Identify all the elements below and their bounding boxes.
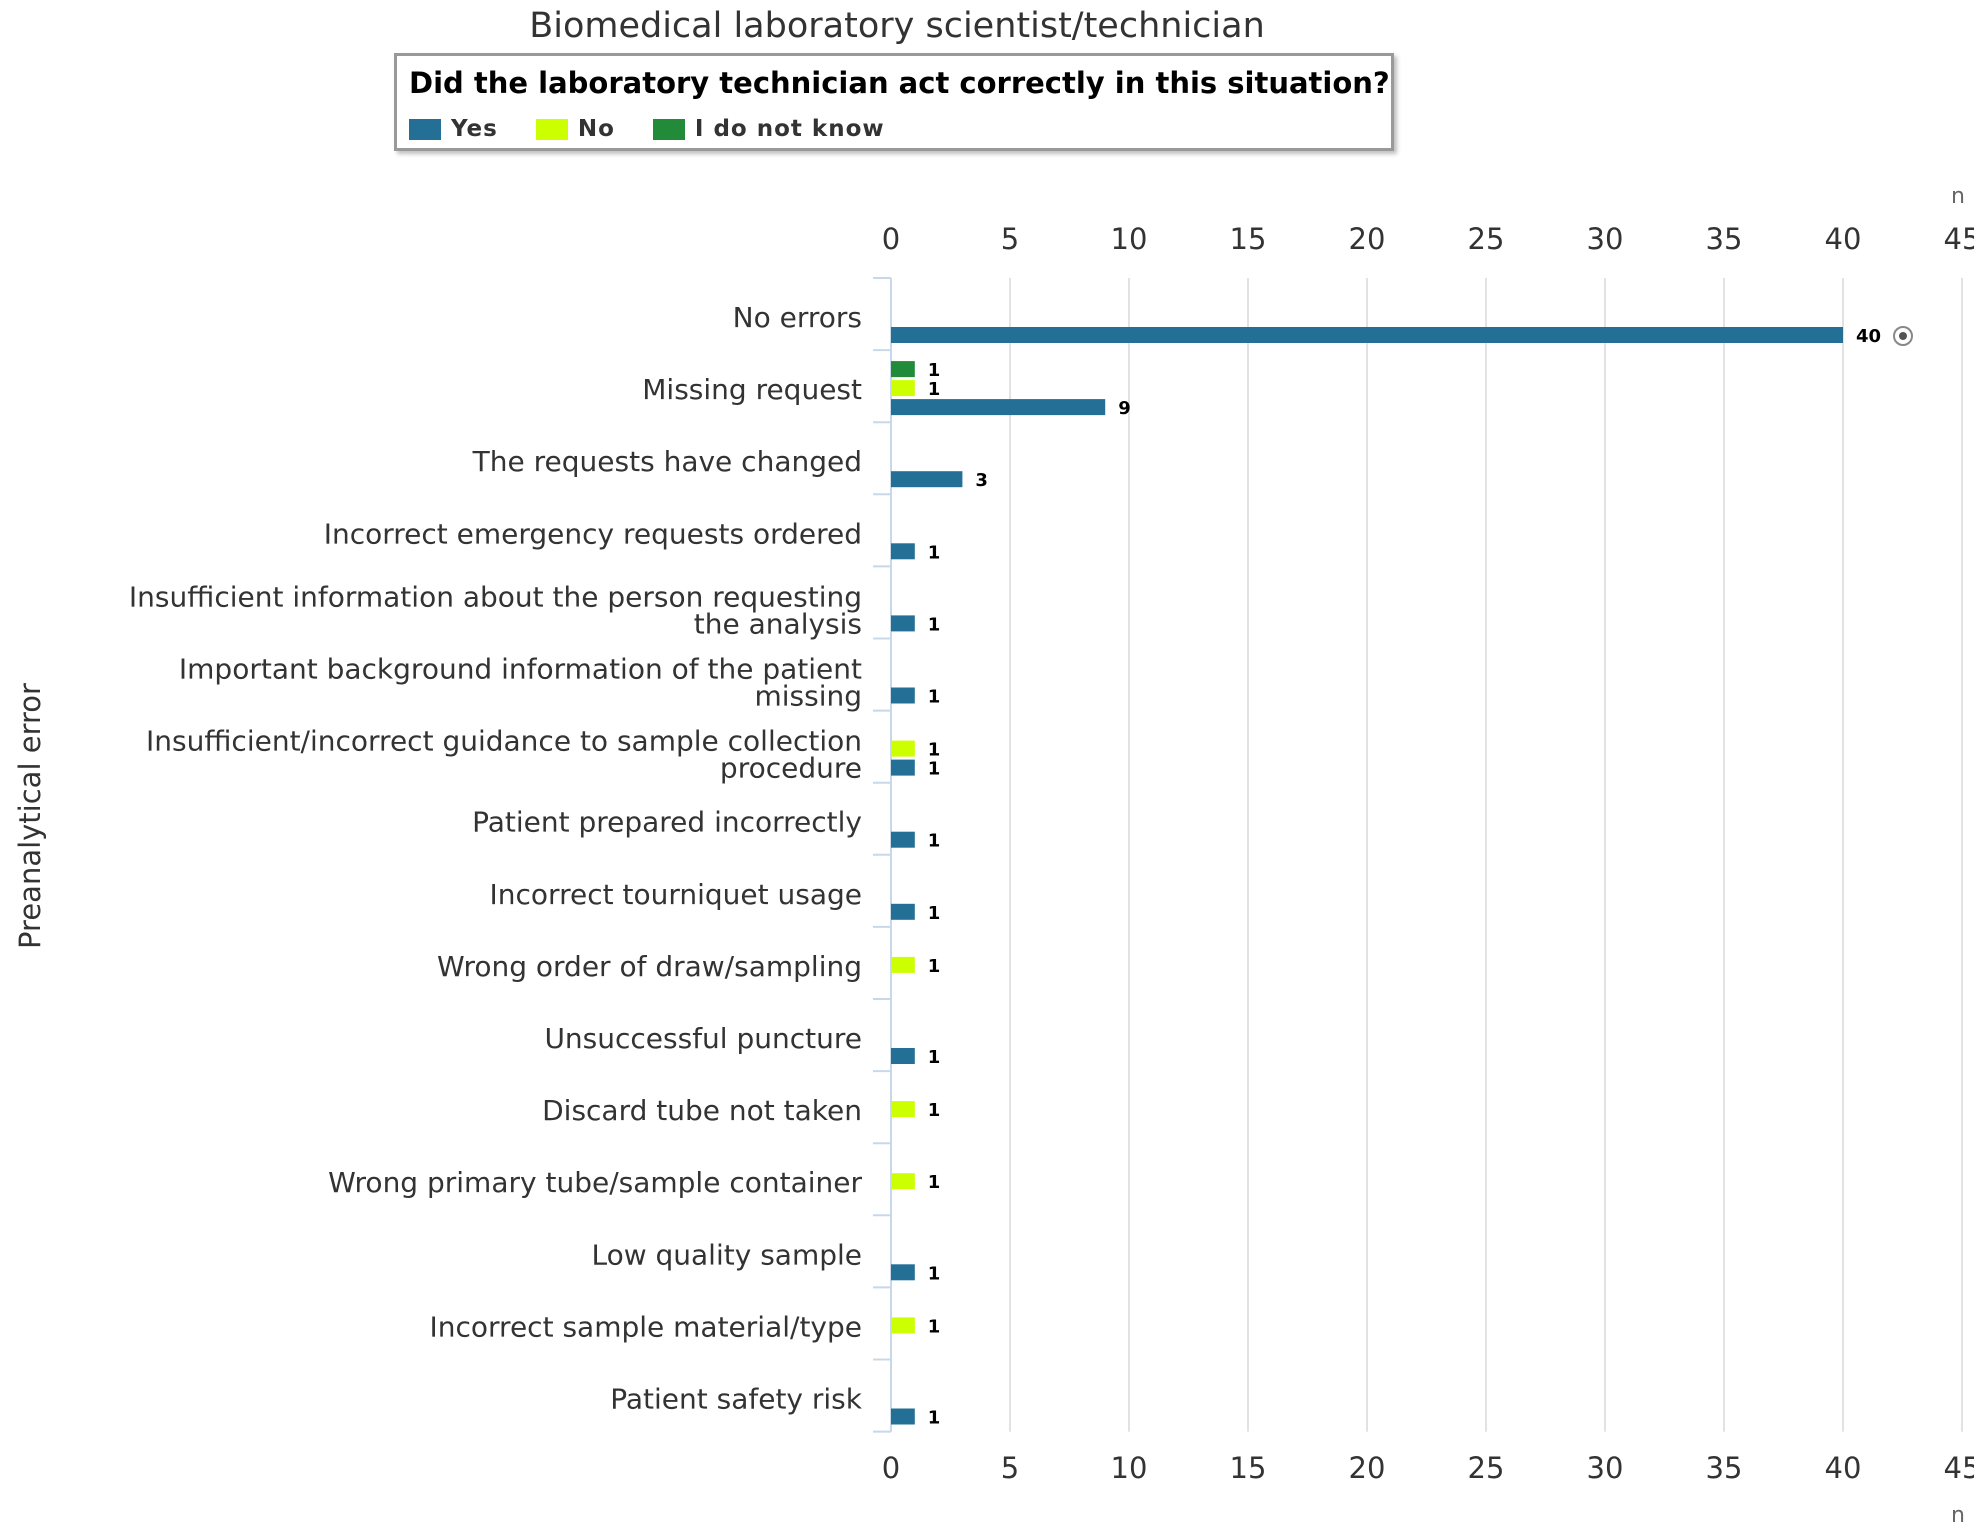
x-tick-label-bottom: 40 <box>1825 1451 1862 1485</box>
category-label: the analysis <box>694 607 862 640</box>
x-tick-label-bottom: 15 <box>1230 1451 1267 1485</box>
data-label: 1 <box>928 1047 941 1068</box>
data-label: 1 <box>928 903 941 924</box>
x-tick-label-top: 40 <box>1825 222 1862 256</box>
bar <box>891 759 915 776</box>
category-label: Missing request <box>642 373 862 406</box>
category-label: Wrong primary tube/sample container <box>328 1166 862 1199</box>
x-axis-label-bottom: n <box>1951 1503 1965 1527</box>
bar <box>891 1317 915 1334</box>
x-tick-label-bottom: 30 <box>1587 1451 1624 1485</box>
legend: Did the laboratory technician act correc… <box>394 53 1394 151</box>
legend-swatch-no <box>535 118 568 140</box>
data-label: 1 <box>928 1100 941 1121</box>
data-label: 1 <box>928 379 941 400</box>
data-label: 9 <box>1118 398 1131 419</box>
legend-label-yes: Yes <box>451 116 498 142</box>
x-tick-label-bottom: 5 <box>1001 1451 1019 1485</box>
bar <box>891 1408 915 1425</box>
x-tick-label-top: 10 <box>1111 222 1148 256</box>
category-label: Incorrect tourniquet usage <box>490 878 862 911</box>
chart-title: Biomedical laboratory scientist/technici… <box>529 6 1265 46</box>
bar <box>891 831 915 848</box>
category-label: procedure <box>720 752 862 785</box>
x-tick-label-top: 35 <box>1706 222 1743 256</box>
category-label: Patient prepared incorrectly <box>472 806 862 839</box>
data-label: 1 <box>928 831 941 852</box>
x-tick-label-top: 20 <box>1349 222 1386 256</box>
bar <box>891 1173 915 1190</box>
legend-title: Did the laboratory technician act correc… <box>409 66 1390 100</box>
legend-item-dont-know[interactable]: I do not know <box>652 116 885 142</box>
x-tick-label-top: 25 <box>1468 222 1505 256</box>
bar <box>891 543 915 560</box>
data-label: 1 <box>928 1172 941 1193</box>
x-tick-label-bottom: 20 <box>1349 1451 1386 1485</box>
legend-label-dont-know: I do not know <box>694 116 885 142</box>
bar <box>891 687 915 704</box>
bar <box>891 903 915 920</box>
bar <box>891 956 915 973</box>
data-label: 1 <box>928 740 941 761</box>
y-axis-title: Preanalytical error <box>13 683 47 949</box>
x-tick-label-top: 45 <box>1944 222 1974 256</box>
data-label: 40 <box>1856 326 1881 347</box>
data-label: 1 <box>928 1408 941 1429</box>
legend-label-no: No <box>577 116 615 142</box>
category-label: Insufficient information about the perso… <box>129 580 862 613</box>
bar <box>891 471 963 488</box>
bar <box>891 740 915 757</box>
x-tick-label-bottom: 10 <box>1111 1451 1148 1485</box>
x-tick-label-bottom: 0 <box>882 1451 900 1485</box>
marker-icon-dot <box>1899 332 1907 340</box>
x-tick-label-top: 0 <box>882 222 900 256</box>
category-label: Wrong order of draw/sampling <box>437 950 862 983</box>
x-tick-label-top: 5 <box>1001 222 1019 256</box>
x-tick-label-bottom: 25 <box>1468 1451 1505 1485</box>
data-label: 3 <box>975 470 988 491</box>
bar <box>891 1048 915 1064</box>
x-tick-label-bottom: 45 <box>1944 1451 1974 1485</box>
data-label: 1 <box>928 542 941 563</box>
data-label: 1 <box>928 759 941 780</box>
legend-items: Yes No I do not know <box>409 116 923 142</box>
category-label: No errors <box>733 301 862 334</box>
data-label: 1 <box>928 956 941 977</box>
category-label: Incorrect emergency requests ordered <box>324 517 862 550</box>
x-tick-label-top: 30 <box>1587 222 1624 256</box>
legend-item-no[interactable]: No <box>535 116 615 142</box>
bar <box>891 327 1843 343</box>
category-label: Insufficient/incorrect guidance to sampl… <box>146 725 862 758</box>
x-axis-label-top: n <box>1951 184 1965 209</box>
bar <box>891 380 915 397</box>
category-label: Important background information of the … <box>179 653 862 686</box>
data-label: 1 <box>928 1316 941 1337</box>
legend-swatch-yes <box>409 118 441 140</box>
category-label: Discard tube not taken <box>542 1094 862 1127</box>
bar <box>891 1264 915 1281</box>
category-label: Unsuccessful puncture <box>544 1022 862 1055</box>
bar <box>891 399 1106 416</box>
legend-item-yes[interactable]: Yes <box>409 116 498 142</box>
legend-swatch-dont-know <box>652 118 685 140</box>
category-label: Incorrect sample material/type <box>430 1310 863 1343</box>
bar <box>891 615 915 632</box>
category-label: missing <box>754 680 862 713</box>
data-label: 1 <box>928 687 941 708</box>
bar <box>891 1101 915 1118</box>
category-label: The requests have changed <box>472 445 862 478</box>
data-label: 1 <box>928 1263 941 1284</box>
x-tick-label-bottom: 35 <box>1706 1451 1743 1485</box>
category-label: Patient safety risk <box>610 1383 863 1416</box>
bar <box>891 361 915 378</box>
x-tick-label-top: 15 <box>1230 222 1267 256</box>
data-label: 1 <box>928 614 941 635</box>
category-label: Low quality sample <box>591 1238 862 1271</box>
data-label: 1 <box>928 360 941 381</box>
